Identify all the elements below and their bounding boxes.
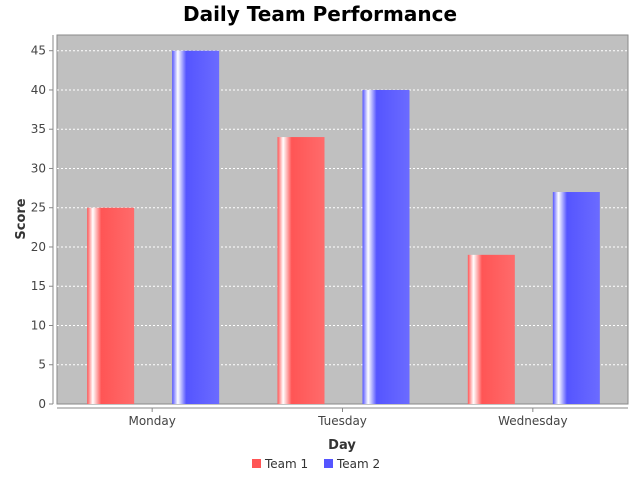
x-tick-label-tuesday: Tuesday [317, 414, 367, 428]
gridlines [57, 50, 628, 366]
bar-team-1-wednesday [467, 254, 515, 404]
legend: Team 1 Team 2 [252, 457, 380, 471]
legend-label-team-2: Team 2 [336, 457, 380, 471]
bar-team-2-monday [172, 50, 220, 405]
bars [87, 50, 600, 405]
y-axis: 0 5 10 15 20 25 30 35 40 45 [31, 35, 54, 411]
y-tick-label: 35 [31, 122, 46, 136]
bar-team-2-wednesday [552, 192, 600, 404]
chart-title: Daily Team Performance [183, 2, 457, 26]
y-tick-label: 20 [31, 240, 46, 254]
x-axis: Monday Tuesday Wednesday [57, 407, 628, 428]
y-axis-label: Score [14, 198, 29, 239]
bar-team-2-tuesday [362, 89, 410, 404]
y-tick-label: 25 [31, 201, 46, 215]
y-tick-label: 40 [31, 83, 46, 97]
legend-swatch-team-2 [324, 459, 333, 468]
x-tick-label-monday: Monday [128, 414, 175, 428]
plot-area [56, 34, 629, 405]
y-tick-label: 0 [38, 397, 46, 411]
bar-team-1-monday [87, 207, 135, 404]
y-tick-label: 45 [31, 44, 46, 58]
x-axis-label: Day [328, 438, 356, 453]
x-tick-label-wednesday: Wednesday [498, 414, 567, 428]
y-tick-label: 30 [31, 161, 46, 175]
legend-label-team-1: Team 1 [264, 457, 308, 471]
bar-team-1-tuesday [277, 137, 325, 404]
y-tick-label: 5 [38, 358, 46, 372]
legend-swatch-team-1 [252, 459, 261, 468]
y-tick-label: 15 [31, 279, 46, 293]
y-tick-label: 10 [31, 318, 46, 332]
